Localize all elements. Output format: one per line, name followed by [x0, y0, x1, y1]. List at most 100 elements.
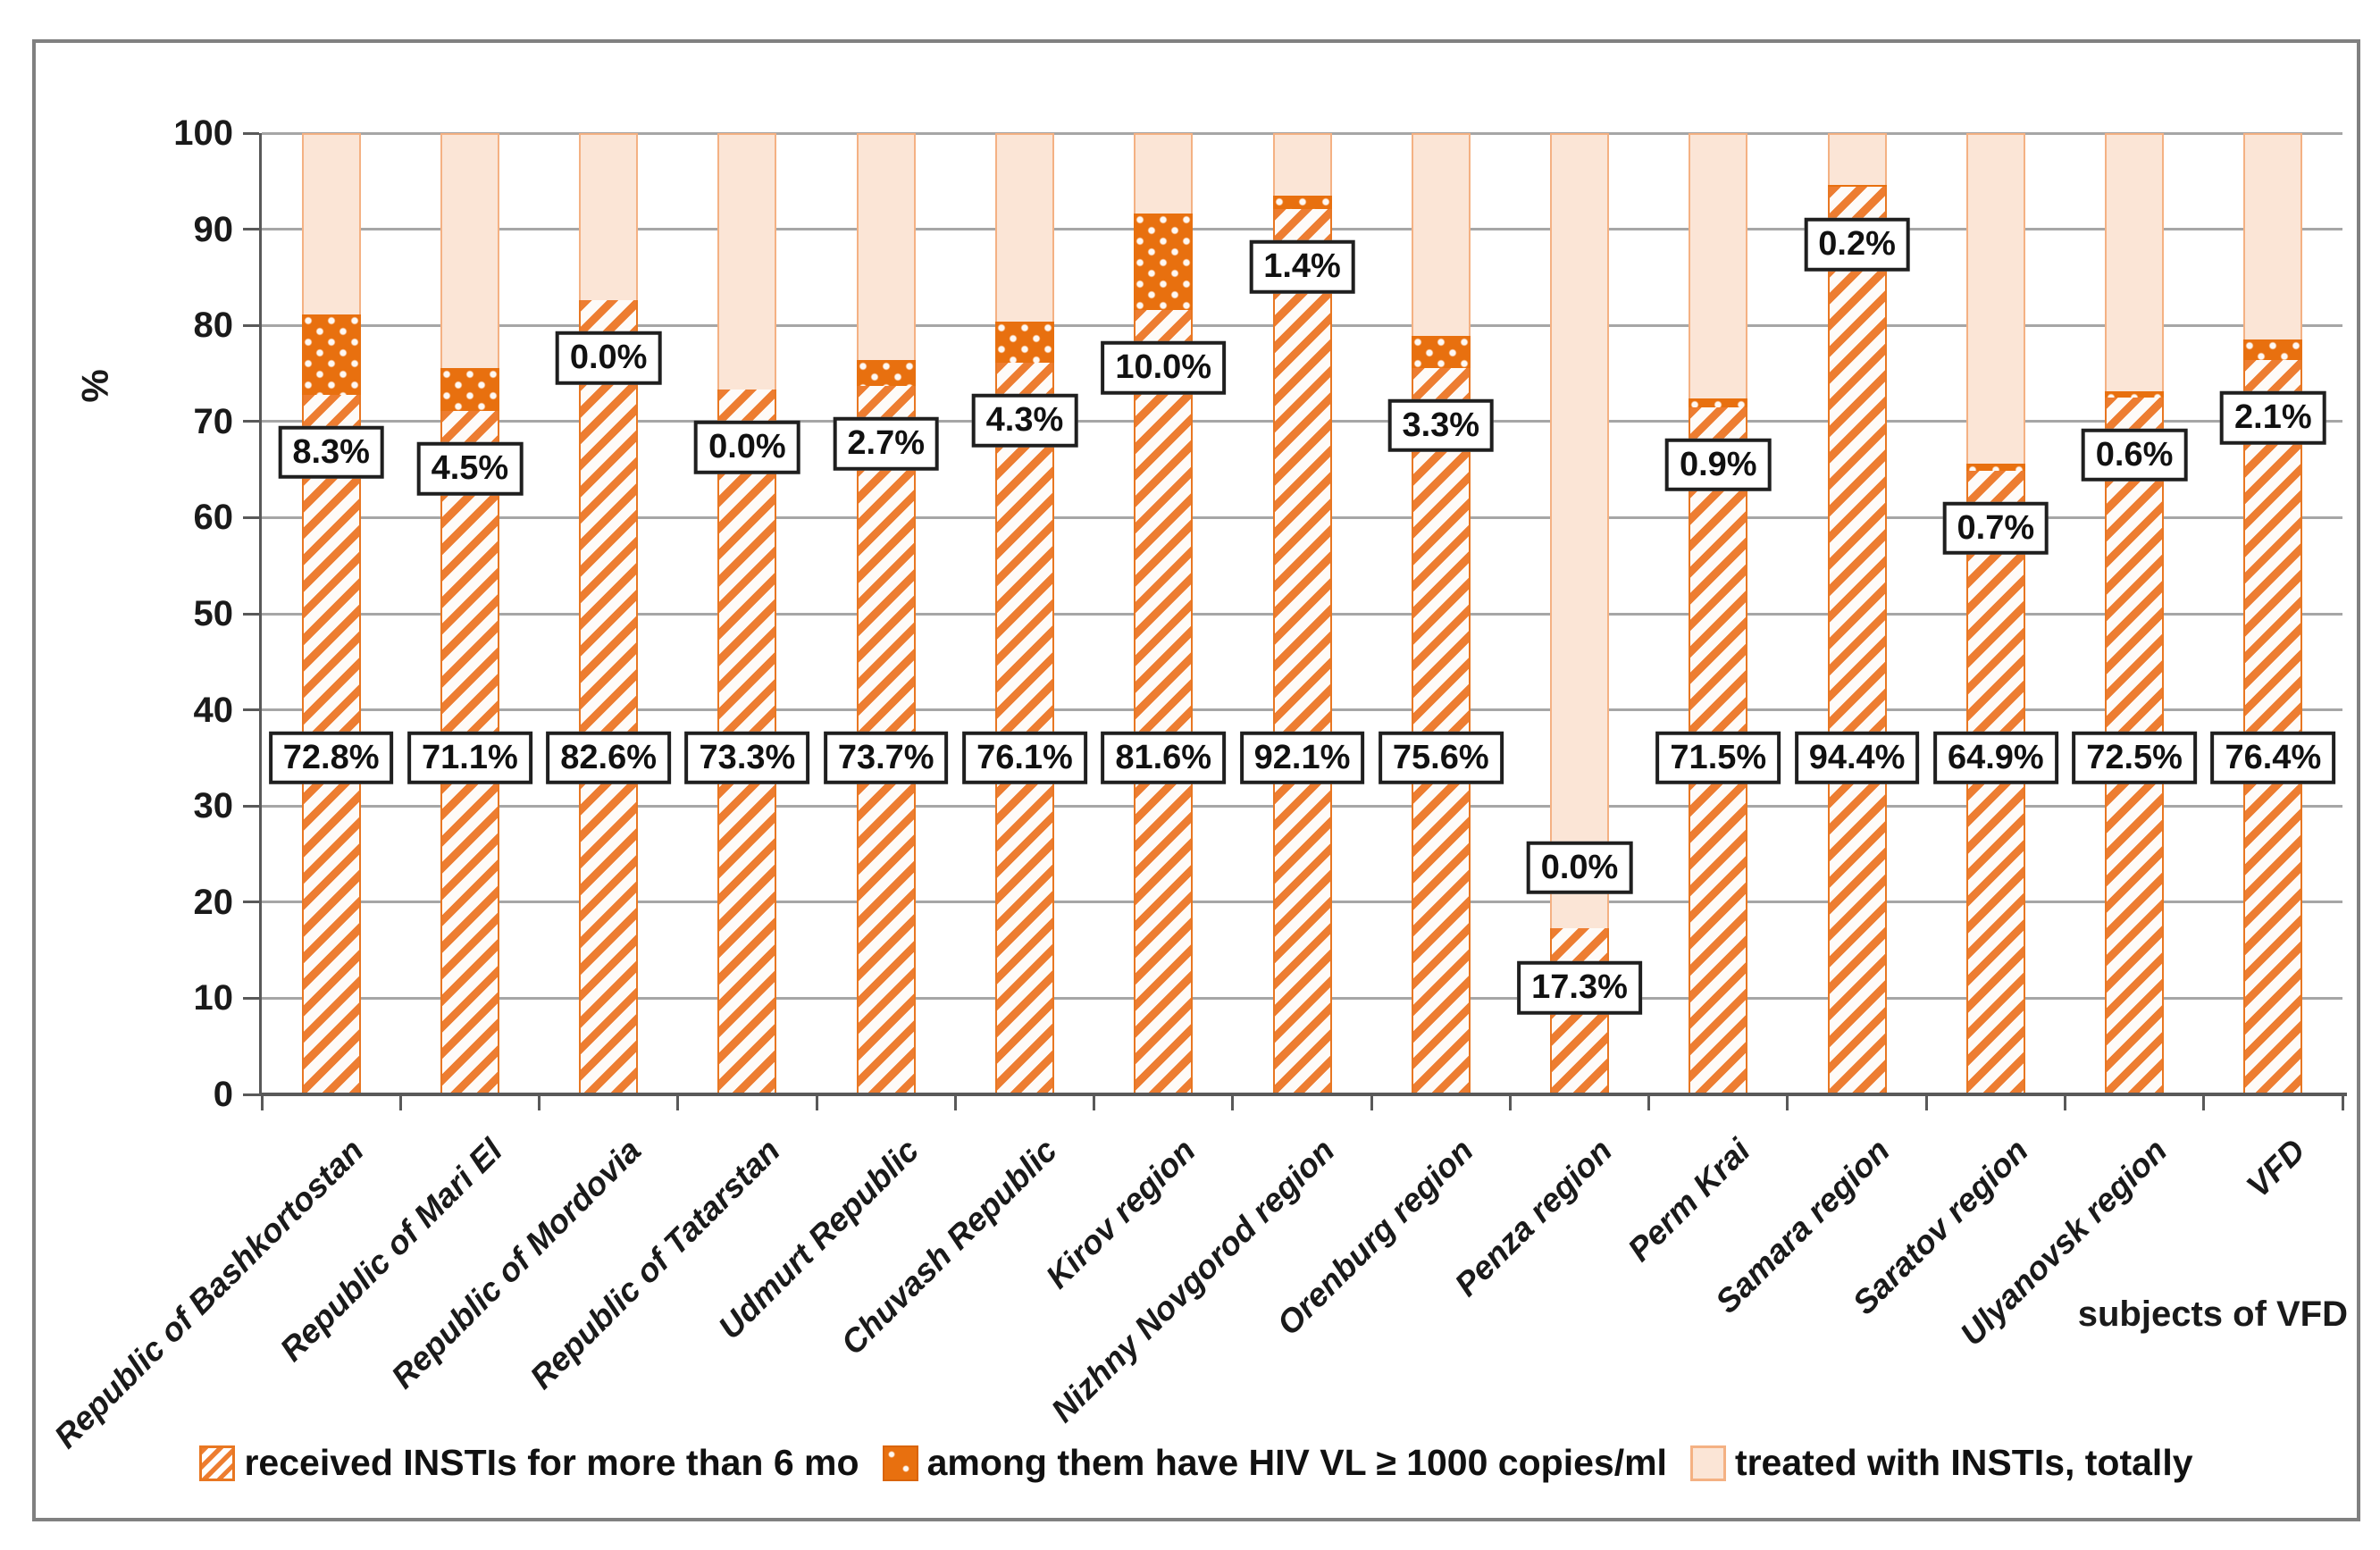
y-tick-label: 100 [173, 113, 233, 153]
x-axis-tick [538, 1094, 541, 1110]
y-axis-tick [243, 1093, 259, 1096]
segment-received-instis [1827, 187, 1887, 1094]
segment-treated-totally [1689, 133, 1748, 398]
value-label-received: 71.5% [1655, 731, 1781, 785]
category-label: Perm Krai [1621, 1132, 1758, 1269]
legend-item-3: treated with INSTIs, totally [1689, 1442, 2193, 1484]
y-tick-label: 10 [193, 978, 234, 1018]
value-label-received: 76.1% [962, 731, 1087, 785]
category-label: VFD [2240, 1132, 2313, 1205]
y-tick-label: 20 [193, 882, 234, 922]
y-tick-label: 80 [193, 306, 234, 346]
segment-treated-totally [1550, 133, 1610, 928]
y-axis-tick [243, 901, 259, 904]
plot-area: subjects of VFD 0 10 20 30 40 50 60 70 80 90 100 72… [47, 115, 2348, 1455]
value-label-hiv-vl: 1.4% [1249, 239, 1355, 294]
x-axis-tick [260, 1094, 264, 1110]
segment-hiv-vl [1827, 185, 1887, 188]
y-tick-label: 40 [193, 690, 234, 730]
x-axis-tick [1093, 1094, 1096, 1110]
value-label-received: 72.8% [268, 731, 394, 785]
segment-treated-totally [579, 133, 639, 301]
value-label-received: 94.4% [1794, 731, 1920, 785]
legend: received INSTIs for more than 6 mo among … [36, 1442, 2357, 1484]
gridline [262, 131, 2342, 135]
value-label-hiv-vl: 8.3% [278, 425, 384, 479]
value-label-received: 72.5% [2072, 731, 2197, 785]
x-axis-tick [1231, 1094, 1235, 1110]
value-label-received: 71.1% [407, 731, 532, 785]
y-tick-label: 70 [193, 401, 234, 441]
bar-14 [2105, 133, 2165, 1094]
y-tick-label: 50 [193, 594, 234, 633]
value-label-hiv-vl: 10.0% [1101, 340, 1227, 395]
bar-8 [1272, 133, 1332, 1094]
x-axis-tick [676, 1094, 680, 1110]
x-axis-tick [1508, 1094, 1512, 1110]
segment-treated-totally [717, 133, 777, 390]
value-label-hiv-vl: 2.1% [2220, 390, 2326, 445]
y-axis-tick [243, 323, 259, 327]
y-axis-tick [243, 708, 259, 712]
x-axis-title: subjects of VFD [2077, 1294, 2348, 1334]
segment-hiv-vl [301, 314, 361, 395]
bar-12 [1827, 133, 1887, 1094]
segment-hiv-vl [440, 367, 499, 411]
segment-hiv-vl [856, 359, 916, 386]
segment-hiv-vl [994, 321, 1054, 364]
value-label-hiv-vl: 4.3% [971, 393, 1078, 448]
y-axis-tick [243, 804, 259, 808]
value-label-hiv-vl: 0.7% [1942, 501, 2049, 555]
segment-treated-totally [2105, 133, 2165, 392]
y-tick-label: 30 [193, 786, 234, 826]
x-axis-tick [1786, 1094, 1789, 1110]
legend-item-2: among them have HIV VL ≥ 1000 copies/ml [882, 1442, 1667, 1484]
segment-hiv-vl [2243, 339, 2303, 360]
value-label-received: 17.3% [1517, 960, 1642, 1015]
y-tick-label: 0 [213, 1075, 233, 1114]
segment-received-instis [1411, 367, 1471, 1094]
x-axis-tick [953, 1094, 957, 1110]
segment-hiv-vl [1411, 336, 1471, 368]
legend-swatch-solid-light [1689, 1445, 1726, 1481]
bar-10 [1550, 133, 1610, 1094]
x-axis-tick [1647, 1094, 1651, 1110]
x-axis-tick [398, 1094, 402, 1110]
value-label-hiv-vl: 4.5% [416, 441, 524, 496]
y-axis-tick [243, 612, 259, 616]
bar-7 [1134, 133, 1194, 1094]
value-label-received: 73.7% [823, 731, 949, 785]
category-label: Republic of Mordovia [384, 1132, 649, 1395]
bar-15 [2243, 133, 2303, 1094]
value-label-received: 73.3% [684, 731, 810, 785]
bar-3 [579, 133, 639, 1094]
segment-treated-totally [2243, 133, 2303, 340]
x-axis-tick [1370, 1094, 1373, 1110]
legend-item-1: received INSTIs for more than 6 mo [199, 1442, 859, 1484]
legend-label: received INSTIs for more than 6 mo [244, 1442, 859, 1483]
y-tick-label: 60 [193, 498, 234, 538]
bar-6 [994, 133, 1054, 1094]
bar-4 [717, 133, 777, 1094]
y-axis-tick [243, 228, 259, 231]
segment-treated-totally [1411, 133, 1471, 337]
segment-treated-totally [1272, 133, 1332, 196]
segment-treated-totally [994, 133, 1054, 322]
bar-2 [440, 133, 499, 1094]
bar-13 [1965, 133, 2025, 1094]
value-label-hiv-vl: 0.0% [1526, 841, 1633, 894]
x-axis-tick [2063, 1094, 2066, 1110]
value-label-hiv-vl: 0.6% [2081, 428, 2188, 482]
value-label-hiv-vl: 0.0% [694, 421, 800, 474]
value-label-hiv-vl: 2.7% [833, 416, 939, 471]
x-axis-tick [2202, 1094, 2206, 1110]
category-label: Republic of Tatarstan [522, 1132, 787, 1396]
segment-received-instis [994, 363, 1054, 1094]
segment-received-instis [579, 300, 639, 1094]
x-axis-tick [2341, 1094, 2344, 1110]
segment-hiv-vl [2105, 391, 2165, 398]
value-label-received: 92.1% [1239, 731, 1365, 785]
segment-received-instis [1134, 309, 1194, 1094]
y-tick-label: 90 [193, 209, 234, 249]
